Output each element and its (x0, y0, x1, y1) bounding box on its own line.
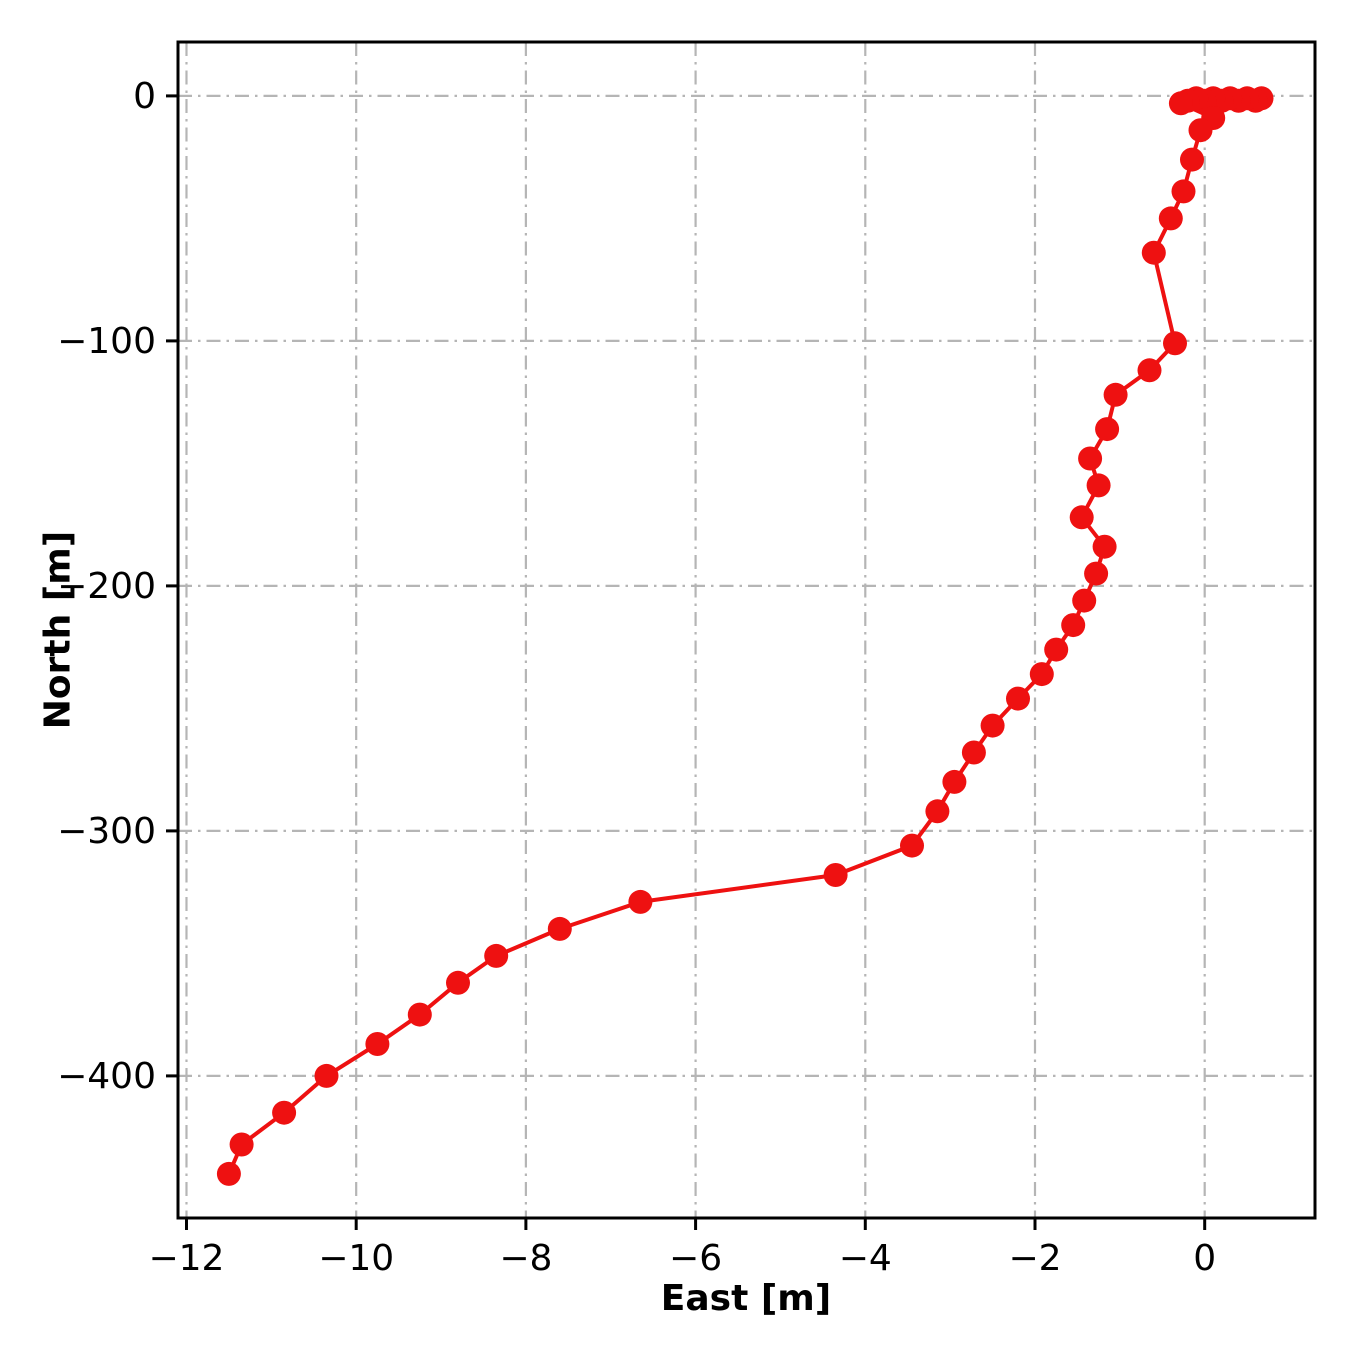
data-point (1061, 613, 1086, 638)
data-point (1171, 179, 1196, 204)
data-point (1029, 662, 1054, 687)
data-point (980, 713, 1005, 738)
data-point (1168, 91, 1193, 116)
data-point (365, 1032, 390, 1056)
y-tick-label: −200 (57, 566, 156, 607)
y-axis-label: North [m] (37, 530, 79, 730)
data-point (484, 943, 509, 968)
data-point (1084, 561, 1109, 586)
x-tick-label: −4 (839, 1238, 892, 1279)
data-point (446, 970, 470, 995)
data-point (272, 1100, 297, 1125)
y-tick-label: −300 (57, 811, 156, 852)
plot-border (176, 40, 1317, 1220)
data-point (961, 740, 986, 765)
data-point (1006, 686, 1030, 711)
data-point (1137, 358, 1162, 383)
data-point (1163, 331, 1187, 356)
data-point (1086, 473, 1111, 498)
data-point (925, 799, 950, 824)
trajectory-line (226, 96, 1264, 1176)
data-point (900, 833, 924, 858)
y-tick-label: 0 (133, 76, 156, 117)
x-tick-label: −8 (499, 1238, 552, 1279)
data-point (1158, 206, 1183, 231)
data-point (407, 1002, 432, 1027)
data-point (1095, 417, 1120, 442)
data-point (1141, 240, 1166, 265)
data-point (1103, 382, 1128, 407)
x-tick-label: −2 (1008, 1238, 1061, 1279)
data-point (1069, 505, 1094, 530)
data-point (1188, 118, 1213, 143)
data-point (628, 889, 653, 914)
data-point (1072, 588, 1097, 613)
data-point (229, 1132, 254, 1157)
data-point (1044, 637, 1069, 662)
x-tick-label: 0 (1193, 1238, 1216, 1279)
data-point (1092, 534, 1117, 559)
data-point (547, 916, 572, 941)
data-point (823, 863, 848, 887)
x-axis-label: East [m] (660, 1278, 832, 1319)
data-point (942, 769, 967, 794)
x-tick-label: −10 (318, 1238, 394, 1279)
data-point (216, 1161, 241, 1186)
data-point (1078, 446, 1103, 471)
y-tick-label: −100 (57, 321, 156, 362)
data-point (1180, 147, 1204, 172)
y-tick-label: −400 (57, 1056, 156, 1097)
x-tick-label: −6 (669, 1238, 722, 1279)
data-point (314, 1063, 339, 1088)
x-tick-label: −12 (148, 1238, 224, 1279)
